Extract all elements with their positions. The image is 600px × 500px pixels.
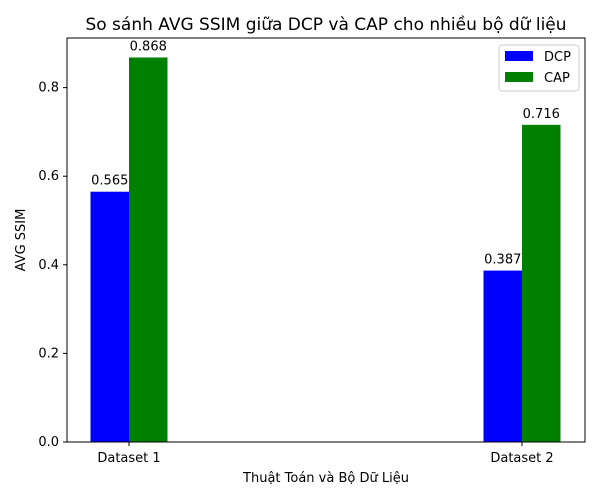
- plot-frame: [66, 37, 586, 443]
- y-tick-label: 0.0: [38, 435, 59, 450]
- legend-swatch-cap: [505, 72, 533, 82]
- y-tick-label: 0.8: [38, 81, 59, 96]
- y-axis: 0.0 0.2 0.4 0.6 0.8: [38, 81, 67, 450]
- y-axis-label: AVG SSIM: [14, 209, 29, 272]
- y-tick-label: 0.6: [38, 169, 59, 184]
- bar-dcp-2: [483, 270, 522, 442]
- data-label: 0.565: [91, 174, 128, 189]
- y-tick-label: 0.4: [38, 258, 59, 273]
- chart-title: So sánh AVG SSIM giữa DCP và CAP cho nhi…: [85, 14, 566, 35]
- legend-label-dcp: DCP: [544, 50, 571, 65]
- legend: DCP CAP: [498, 44, 580, 92]
- y-tick-label: 0.2: [38, 346, 59, 361]
- bar-cap-2: [522, 124, 561, 443]
- data-label: 0.868: [130, 39, 167, 54]
- x-axis: Dataset 1 Dataset 2: [97, 442, 554, 466]
- bar-dcp-1: [90, 191, 129, 442]
- data-label: 0.387: [484, 253, 521, 268]
- legend-label-cap: CAP: [544, 71, 570, 86]
- x-tick-label: Dataset 2: [490, 451, 553, 466]
- x-axis-label: Thuật Toán và Bộ Dữ Liệu: [242, 471, 409, 486]
- legend-swatch-dcp: [505, 51, 533, 61]
- data-label: 0.716: [523, 107, 560, 122]
- x-tick-label: Dataset 1: [97, 451, 160, 466]
- bar-cap-1: [129, 57, 168, 443]
